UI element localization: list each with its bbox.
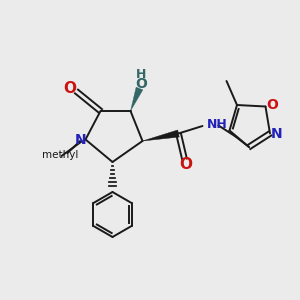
Text: N: N: [271, 127, 282, 140]
Text: N: N: [74, 133, 86, 146]
Polygon shape: [142, 130, 179, 141]
Text: O: O: [63, 81, 76, 96]
Text: H: H: [136, 68, 146, 82]
Text: O: O: [135, 77, 147, 91]
Text: NH: NH: [207, 118, 228, 131]
Polygon shape: [130, 87, 143, 111]
Text: O: O: [266, 98, 278, 112]
Text: methyl: methyl: [42, 149, 79, 160]
Text: O: O: [179, 157, 193, 172]
